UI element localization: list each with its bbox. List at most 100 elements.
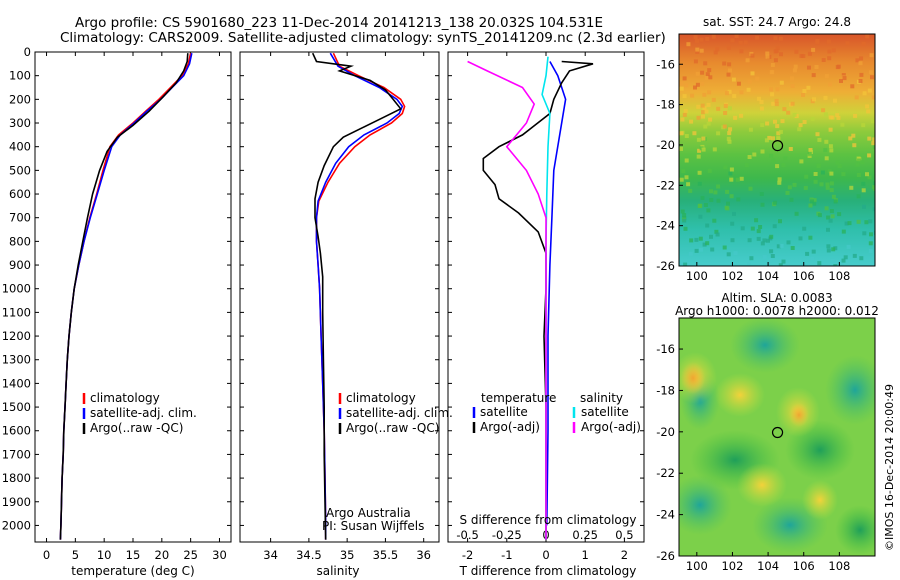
- sst-pixel: [867, 175, 872, 180]
- x-tick-label: 15: [126, 548, 141, 562]
- sst-pixel: [702, 242, 707, 247]
- sst-map-ticks: 100 102 104 106 108 -16 -18 -20 -22 -24 -26: [656, 57, 850, 283]
- sst-pixel: [733, 115, 738, 120]
- sst-pixel: [849, 185, 854, 190]
- sst-pixel: [872, 185, 875, 190]
- x-tick-label: 2: [621, 548, 628, 562]
- sst-pixel: [726, 72, 731, 77]
- series-line: [59, 53, 193, 540]
- legend-label: Argo(..raw -QC): [90, 421, 183, 435]
- sst-pixel: [682, 213, 687, 218]
- sst-pixel: [682, 76, 687, 81]
- sst-pixel: [775, 46, 780, 51]
- sst-pixel: [699, 48, 704, 53]
- sst-pixel: [773, 36, 778, 41]
- sst-pixel: [747, 260, 751, 265]
- sst-pixel: [740, 226, 745, 231]
- sst-pixel: [802, 226, 807, 231]
- sst-pixel: [780, 119, 785, 124]
- sla-blob: [730, 318, 800, 373]
- x-tick-label: 36: [416, 548, 431, 562]
- sst-pixel: [734, 34, 739, 38]
- sst-pixel: [841, 258, 846, 263]
- sst-pixel: [827, 56, 832, 61]
- sst-pixel: [786, 110, 791, 115]
- y-tick-label: 100: [9, 69, 31, 83]
- sst-pixel: [698, 203, 703, 208]
- sst-pixel: [705, 37, 710, 41]
- sst-pixel: [715, 232, 720, 237]
- copyright-label: ©IMOS 16-Dec-2014 20:00:49: [883, 384, 896, 551]
- y-tick-label: 1100: [2, 305, 31, 319]
- sst-pixel: [708, 117, 713, 122]
- sst-pixel: [792, 112, 797, 117]
- sst-pixel: [707, 68, 712, 73]
- sst-pixel: [790, 76, 794, 81]
- legend-label: climatology: [90, 391, 160, 405]
- difference-lines: [467, 56, 594, 540]
- salinity-lines: [311, 52, 406, 540]
- series-line: [59, 53, 189, 540]
- sst-pixel: [764, 138, 769, 143]
- sst-pixel: [711, 34, 716, 39]
- legend-label: satellite: [581, 405, 629, 419]
- sst-pixel: [824, 139, 829, 144]
- sst-pixel: [811, 249, 816, 254]
- sst-pixel: [846, 244, 851, 249]
- sst-pixel: [864, 220, 869, 225]
- sst-pixel: [803, 185, 808, 190]
- sst-pixel: [770, 63, 775, 67]
- y-tick-label: 500: [9, 163, 31, 177]
- series-line: [315, 52, 404, 540]
- y-tick-label: 400: [9, 140, 31, 154]
- salinity-axes-frame: [239, 51, 440, 543]
- sst-pixel: [706, 121, 711, 126]
- sst-pixel: [711, 97, 716, 102]
- sla-blob: [737, 463, 787, 507]
- sst-pixel: [792, 68, 797, 73]
- sst-pixel: [790, 101, 795, 106]
- sst-map-panel: sat. SST: 24.7 Argo: 24.8 100 102 104 106 10…: [656, 15, 876, 283]
- sst-pixel: [710, 247, 715, 252]
- sst-pixel: [748, 127, 753, 132]
- sst-pixel: [771, 101, 776, 106]
- temperature-xlabel: temperature (deg C): [71, 564, 194, 578]
- sst-pixel: [725, 91, 729, 96]
- sst-pixel: [760, 202, 765, 207]
- sst-pixel: [870, 119, 875, 124]
- sst-pixel: [868, 241, 873, 246]
- y-tick-label: 900: [9, 258, 31, 272]
- sst-pixel: [861, 41, 866, 46]
- sst-pixel: [781, 163, 786, 168]
- sla-map-frame: [678, 317, 876, 557]
- sst-pixel: [810, 199, 814, 204]
- sst-pixel: [747, 238, 752, 243]
- sst-pixel: [693, 85, 697, 90]
- sst-pixel: [732, 94, 737, 99]
- sst-pixel: [821, 58, 826, 62]
- sla-blob: [681, 362, 705, 394]
- sst-pixel: [805, 251, 810, 256]
- sst-pixel: [835, 113, 840, 118]
- legend-label: satellite-adj. clim.: [346, 406, 453, 420]
- map-x-tick-label: 102: [721, 269, 743, 283]
- sst-pixel: [707, 90, 712, 95]
- sst-pixel: [693, 35, 698, 40]
- sst-pixel: [765, 51, 770, 56]
- sst-pixel: [869, 53, 874, 58]
- top-x-tick-label: 0.25: [572, 528, 598, 542]
- map-x-tick-label: 108: [828, 559, 850, 573]
- sst-pixel: [762, 238, 767, 243]
- sst-pixel: [802, 89, 807, 93]
- sst-pixel: [679, 177, 684, 182]
- sst-pixel: [773, 119, 777, 124]
- sst-pixel: [811, 47, 816, 52]
- sst-pixel: [828, 218, 833, 223]
- sst-pixel: [797, 127, 802, 132]
- sst-pixel: [694, 237, 699, 242]
- sst-pixel: [703, 124, 708, 129]
- x-tick-label: 10: [97, 548, 112, 562]
- sla-map-ticks: 100 102 104 106 108 -16 -18 -20 -22 -24 -26: [656, 342, 850, 573]
